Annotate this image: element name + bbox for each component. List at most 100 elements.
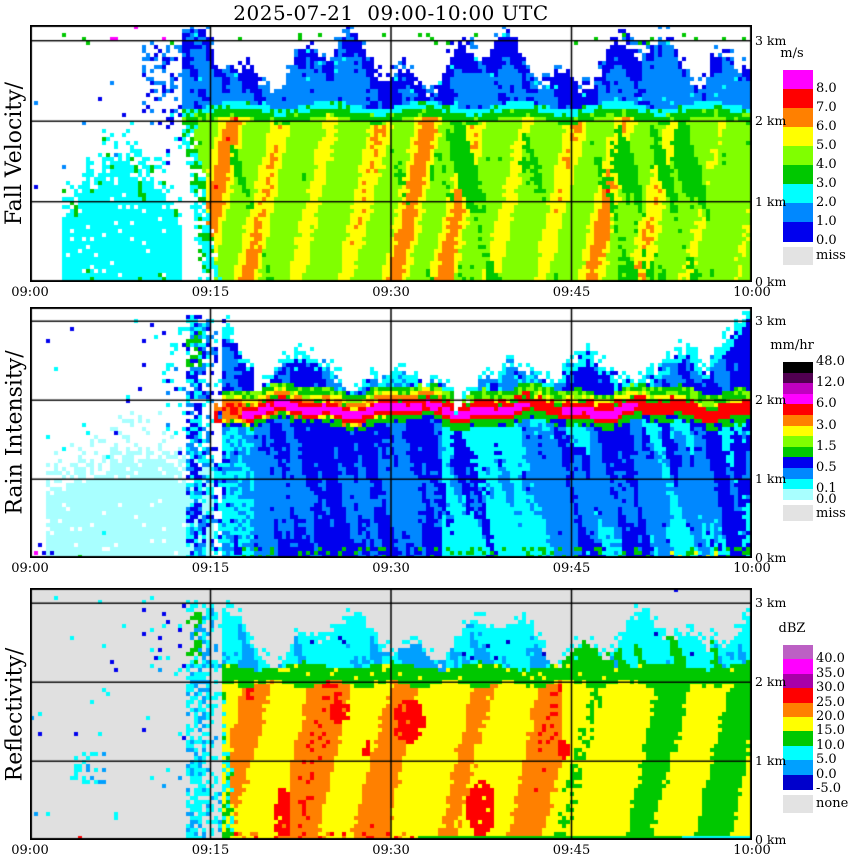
time-tick-label: 09:45 xyxy=(552,843,591,858)
height-tick-label: 0 km xyxy=(755,832,787,847)
height-tick-label: 1 km xyxy=(755,471,787,486)
legend-tick-label: 7.0 xyxy=(816,100,837,115)
legend-tick-label: 0.5 xyxy=(816,460,837,475)
legend-tick-label: 8.0 xyxy=(816,81,837,96)
legend-missing-swatch xyxy=(783,247,813,265)
height-tick-label: 0 km xyxy=(755,550,787,565)
legend-tick-label: 25.0 xyxy=(816,694,845,710)
legend-color-swatch xyxy=(783,446,813,458)
time-tick-label: 09:00 xyxy=(11,843,49,858)
legend-color-swatch xyxy=(783,717,813,732)
legend-tick-label: 0.1 xyxy=(816,481,837,497)
y-axis-label-reflectivity: Reflectivity/ xyxy=(2,647,28,781)
height-tick-label: 3 km xyxy=(755,32,787,48)
rain-intensity-heatmap xyxy=(30,307,752,558)
legend-color-swatch xyxy=(783,127,813,147)
legend-unit-title: mm/hr xyxy=(770,338,814,353)
legend-color-swatch xyxy=(783,203,813,223)
legend-missing-swatch xyxy=(783,505,813,521)
time-tick-label: 09:30 xyxy=(372,843,410,858)
legend-color-swatch xyxy=(783,108,813,128)
legend-missing-label: miss xyxy=(816,248,846,263)
time-tick-label: 09:30 xyxy=(372,285,410,300)
legend-tick-label: 5.0 xyxy=(816,138,837,153)
reflectivity-heatmap xyxy=(30,588,752,840)
legend-color-swatch xyxy=(783,731,813,747)
time-tick-label: 09:15 xyxy=(191,285,230,300)
legend-color-swatch xyxy=(783,702,813,718)
height-tick-label: 1 km xyxy=(755,193,787,209)
time-tick-label: 09:15 xyxy=(191,843,230,858)
legend-tick-label: 4.0 xyxy=(816,157,837,172)
legend-tick-label: 5.0 xyxy=(816,752,837,768)
height-tick-label: 2 km xyxy=(755,113,787,128)
fall-velocity-heatmap xyxy=(30,25,752,282)
time-tick-label: 09:45 xyxy=(552,561,591,576)
legend-color-swatch xyxy=(783,393,813,405)
legend-tick-label: 3.0 xyxy=(816,176,837,191)
legend-color-swatch xyxy=(783,659,813,675)
legend-color-swatch xyxy=(783,372,813,384)
legend-tick-label: 0.0 xyxy=(816,491,837,507)
time-tick-label: 09:30 xyxy=(372,561,410,576)
legend-tick-label: 2.0 xyxy=(816,195,837,210)
legend-tick-label: -5.0 xyxy=(816,781,842,796)
legend-color-swatch xyxy=(783,468,813,480)
legend-tick-label: 30.0 xyxy=(816,680,845,696)
legend-color-swatch xyxy=(783,760,813,776)
legend-color-swatch xyxy=(783,673,813,689)
y-axis-label-wrap-reflectivity: Reflectivity/ xyxy=(0,588,30,840)
legend-missing-label: none xyxy=(816,796,849,811)
time-tick-label: 09:00 xyxy=(11,561,49,576)
legend-color-swatch xyxy=(783,478,813,490)
legend-color-swatch xyxy=(783,645,813,660)
time-tick-label: 10:00 xyxy=(733,561,771,576)
legend-missing-swatch xyxy=(783,795,813,813)
legend-tick-label: 6.0 xyxy=(816,396,837,412)
legend-tick-label: 0.0 xyxy=(816,233,837,248)
figure-title: 2025-07-21 09:00-10:00 UTC xyxy=(233,1,549,25)
legend-tick-label: 0.0 xyxy=(816,766,837,782)
legend-tick-label: 1.5 xyxy=(816,438,837,454)
legend-color-swatch xyxy=(783,165,813,185)
height-tick-label: 3 km xyxy=(755,313,787,328)
legend-color-swatch xyxy=(783,489,813,501)
legend-tick-label: 20.0 xyxy=(816,709,845,724)
legend-tick-label: 15.0 xyxy=(816,723,845,739)
legend-color-swatch xyxy=(783,222,813,242)
legend-color-swatch xyxy=(783,383,813,395)
legend-tick-label: 6.0 xyxy=(816,119,837,134)
height-tick-label: 2 km xyxy=(755,674,787,689)
legend-tick-label: 10.0 xyxy=(816,737,845,753)
height-tick-label: 0 km xyxy=(755,274,787,289)
legend-tick-label: 12.0 xyxy=(816,375,845,391)
legend-tick-label: 48.0 xyxy=(816,354,845,369)
time-tick-label: 09:45 xyxy=(552,285,591,300)
legend-color-swatch xyxy=(783,184,813,204)
legend-color-swatch xyxy=(783,404,813,416)
legend-color-swatch xyxy=(783,457,813,469)
y-axis-label-fall-velocity: Fall Velocity/ xyxy=(2,81,28,226)
y-axis-label-wrap-fall-velocity: Fall Velocity/ xyxy=(0,25,30,282)
height-tick-label: 2 km xyxy=(755,392,787,407)
y-axis-label-wrap-rain-intensity: Rain Intensity/ xyxy=(0,307,30,558)
legend-color-swatch xyxy=(783,146,813,166)
legend-unit-title: dBZ xyxy=(778,621,806,636)
legend-tick-label: 3.0 xyxy=(816,417,837,433)
legend-tick-label: 35.0 xyxy=(816,665,845,681)
legend-missing-label: miss xyxy=(816,506,846,521)
time-tick-label: 09:15 xyxy=(191,561,230,576)
legend-color-swatch xyxy=(783,688,813,704)
legend-color-swatch xyxy=(783,89,813,109)
legend-tick-label: 40.0 xyxy=(816,651,845,667)
legend-color-swatch xyxy=(783,362,813,374)
legend-color-swatch xyxy=(783,774,813,790)
legend-tick-label: 1.0 xyxy=(816,214,837,229)
height-tick-label: 3 km xyxy=(755,595,787,610)
legend-color-swatch xyxy=(783,70,813,90)
y-axis-label-rain-intensity: Rain Intensity/ xyxy=(2,350,28,515)
legend-color-swatch xyxy=(783,425,813,437)
legend-color-swatch xyxy=(783,436,813,448)
legend-unit-title: m/s xyxy=(780,46,804,61)
